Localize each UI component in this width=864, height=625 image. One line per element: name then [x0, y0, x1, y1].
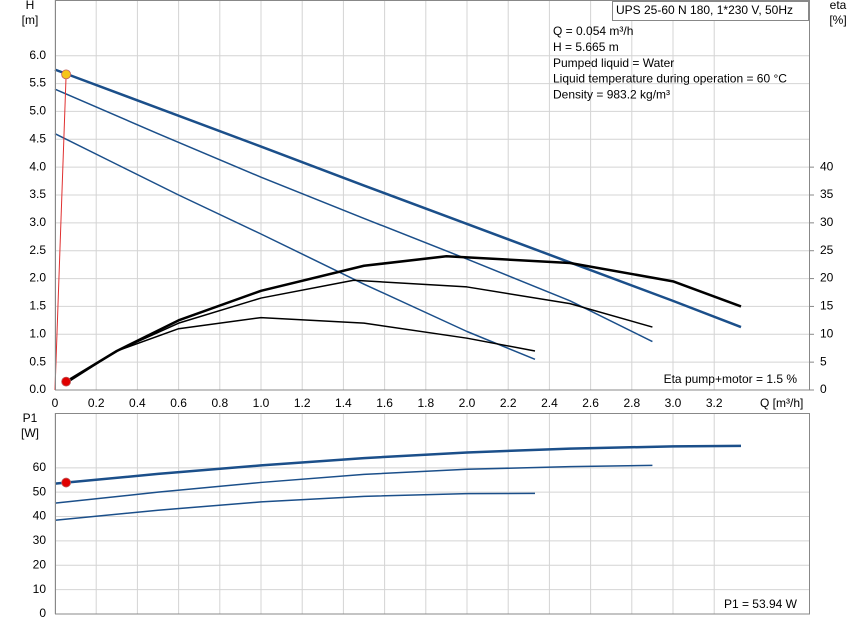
- y-tick-label: 50: [33, 484, 47, 498]
- y2-tick-label: 5: [820, 354, 827, 368]
- y2-tick-label: 0: [820, 382, 827, 396]
- chart-title: UPS 25-60 N 180, 1*230 V, 50Hz: [616, 3, 793, 17]
- y-tick-label: 20: [33, 557, 47, 571]
- y-tick-label: 0.0: [29, 382, 46, 396]
- x-tick-label: 1.4: [335, 396, 352, 410]
- curve: [54, 68, 742, 329]
- y2-axis-unit: [%]: [829, 13, 846, 27]
- x-tick-label: 2.0: [459, 396, 476, 410]
- info-line: Pumped liquid = Water: [553, 56, 674, 70]
- duty-point: [61, 376, 72, 387]
- y2-tick-label: 10: [820, 326, 834, 340]
- y-axis-label: H: [26, 0, 35, 12]
- power-annotation: P1 = 53.94 W: [724, 597, 798, 611]
- info-line: Q = 0.054 m³/h: [553, 24, 633, 38]
- curve: [54, 464, 653, 504]
- y-tick-label: 0.5: [29, 354, 46, 368]
- plot-frame-bottom: [55, 413, 810, 615]
- duty-point: [61, 69, 72, 80]
- y-tick-label: 2.0: [29, 271, 46, 285]
- y-tick-label: 10: [33, 582, 47, 596]
- title-box: [612, 1, 809, 21]
- y-tick-label: 6.0: [29, 48, 46, 62]
- y-tick-label: 40: [33, 509, 47, 523]
- y2-tick-label: 40: [820, 159, 834, 173]
- x-tick-label: 2.6: [582, 396, 599, 410]
- y-tick-label: 60: [33, 460, 47, 474]
- y-tick-label: 1.5: [29, 299, 46, 313]
- y2-tick-label: 35: [820, 187, 834, 201]
- x-tick-label: 0.2: [88, 396, 105, 410]
- curve: [54, 74, 67, 391]
- x-tick-label: 1.6: [376, 396, 393, 410]
- y2-tick-label: 15: [820, 299, 834, 313]
- y-tick-label: 5.5: [29, 76, 46, 90]
- x-tick-label: 2.8: [623, 396, 640, 410]
- y-axis-unit: [m]: [22, 13, 39, 27]
- x-tick-label: 2.2: [500, 396, 517, 410]
- y-tick-label: 3.5: [29, 187, 46, 201]
- duty-point: [61, 477, 72, 488]
- y2-tick-label: 25: [820, 243, 834, 257]
- x-tick-label: 1.2: [294, 396, 311, 410]
- curve: [65, 316, 536, 384]
- x-tick-label: 0.6: [170, 396, 187, 410]
- curves: [54, 68, 742, 521]
- x-tick-label: 3.2: [706, 396, 723, 410]
- curve: [54, 444, 741, 485]
- y-tick-label: 4.0: [29, 159, 46, 173]
- curve: [54, 88, 653, 343]
- info-line: Density = 983.2 kg/m³: [553, 87, 670, 101]
- y-tick-label: 0: [39, 606, 46, 620]
- y-tick-label: 30: [33, 533, 47, 547]
- curve: [54, 133, 536, 361]
- curve: [65, 255, 742, 383]
- y-tick-label: 3.0: [29, 215, 46, 229]
- x-tick-label: 0.4: [129, 396, 146, 410]
- p1-axis-unit: [W]: [21, 426, 39, 440]
- x-tick-label: 2.4: [541, 396, 558, 410]
- info-line: H = 5.665 m: [553, 40, 619, 54]
- y-tick-label: 2.5: [29, 243, 46, 257]
- y-tick-label: 4.5: [29, 131, 46, 145]
- x-axis-label: Q [m³/h]: [760, 396, 803, 410]
- efficiency-annotation: Eta pump+motor = 1.5 %: [664, 372, 798, 386]
- x-tick-label: 3.0: [665, 396, 682, 410]
- x-tick-label: 0: [52, 396, 59, 410]
- y-tick-label: 5.0: [29, 104, 46, 118]
- y2-tick-label: 30: [820, 215, 834, 229]
- curve: [54, 492, 535, 521]
- x-tick-label: 1.0: [253, 396, 270, 410]
- y2-tick-label: 20: [820, 271, 834, 285]
- curve: [65, 279, 653, 384]
- x-tick-label: 0.8: [211, 396, 228, 410]
- p1-axis-label: P1: [23, 411, 38, 425]
- info-line: Liquid temperature during operation = 60…: [553, 72, 787, 86]
- info-box: Q = 0.054 m³/h H = 5.665 m Pumped liquid =…: [553, 24, 787, 101]
- plot-frame-top: [55, 0, 810, 391]
- x-tick-label: 1.8: [417, 396, 434, 410]
- y2-axis-label: eta: [830, 0, 847, 12]
- y-tick-label: 1.0: [29, 326, 46, 340]
